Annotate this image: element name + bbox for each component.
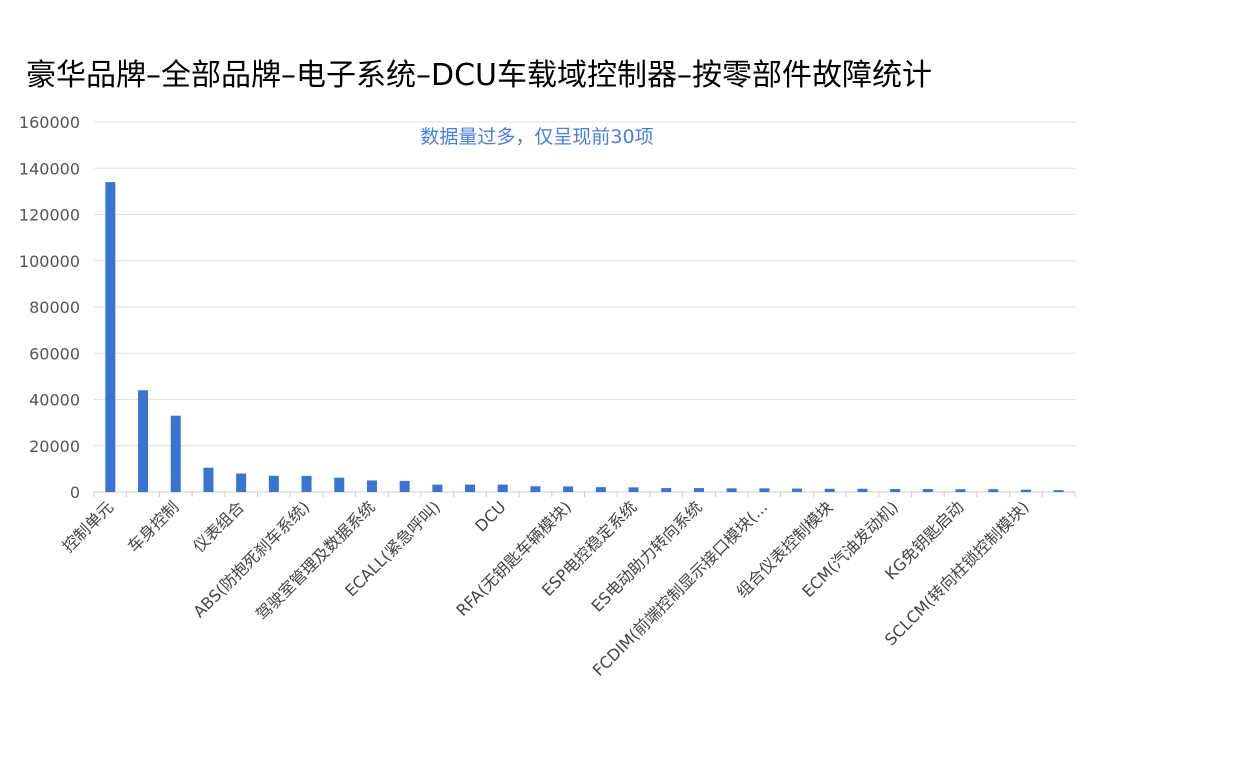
bar: [432, 484, 443, 492]
bar: [105, 182, 116, 492]
y-tick-label: 40000: [29, 391, 80, 410]
bar: [726, 488, 737, 492]
x-tick-label: ABS(防抱死刹车系统): [189, 497, 313, 621]
y-axis-tick-labels: 0 20000 40000 60000 80000 100000 120000 140000 1…: [19, 113, 80, 502]
bar: [465, 484, 476, 492]
bar: [922, 488, 933, 492]
bar: [236, 473, 247, 492]
grid-lines: [94, 121, 1075, 447]
bar: [824, 488, 835, 492]
bar: [334, 477, 345, 492]
chart-title: 豪华品牌–全部品牌–电子系统–DCU车载域控制器–按零部件故障统计: [26, 58, 933, 93]
y-tick-label: 20000: [29, 437, 80, 456]
bar: [497, 484, 508, 492]
x-tick-label: 驾驶室管理及数据系统: [252, 497, 379, 624]
y-tick-label: 120000: [19, 206, 80, 225]
y-tick-label: 60000: [29, 344, 80, 363]
x-axis-tick-labels: 控制单元 车身控制 仪表组合ABS(防抱死刹车系统)驾驶室管理及数据系统ECALL(…: [58, 497, 1032, 679]
bar: [628, 487, 639, 492]
bar: [203, 467, 214, 492]
x-tick-label: 控制单元: [58, 497, 117, 556]
bar: [857, 488, 868, 492]
bar: [1020, 489, 1031, 492]
bar: [563, 486, 574, 492]
chart-annotation: 数据量过多，仅呈现前30项: [420, 126, 653, 148]
bar: [268, 475, 279, 492]
x-axis: [93, 491, 1076, 497]
x-tick-label: RFA(无钥匙车辆模块): [452, 497, 575, 620]
bar: [1053, 490, 1064, 492]
bar: [693, 488, 704, 492]
bar: [988, 489, 999, 492]
y-tick-label: 140000: [19, 159, 80, 178]
bar: [530, 486, 541, 492]
bar: [759, 488, 770, 492]
bar: [661, 488, 672, 492]
x-tick-label: 车身控制: [124, 497, 183, 556]
bars: [105, 182, 1064, 492]
bar: [399, 480, 410, 492]
y-tick-label: 160000: [19, 113, 80, 132]
x-tick-label: ES电动助力转向系统: [587, 497, 705, 615]
bar: [955, 489, 966, 492]
bar: [138, 390, 149, 492]
y-tick-label: 80000: [29, 298, 80, 317]
bar: [170, 415, 181, 492]
bar: [595, 487, 606, 492]
bar: [890, 488, 901, 492]
bar: [301, 475, 312, 492]
y-tick-label: 100000: [19, 252, 80, 271]
y-tick-label: 0: [70, 483, 80, 502]
bar: [792, 488, 803, 492]
bar: [366, 480, 377, 492]
x-tick-label: 仪表组合: [189, 497, 248, 556]
x-tick-label: DCU: [471, 497, 509, 535]
